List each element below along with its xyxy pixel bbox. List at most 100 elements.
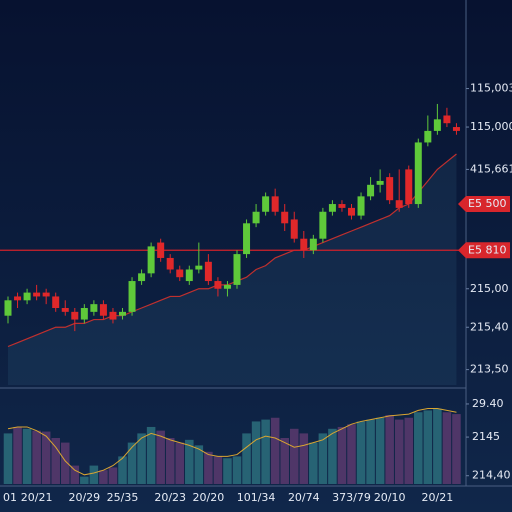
candle-body — [395, 200, 403, 208]
volume-bar — [99, 470, 108, 484]
x-tick-label: 25/35 — [107, 491, 139, 504]
candle-body — [119, 311, 126, 316]
candle-body — [243, 223, 251, 255]
volume-bar — [3, 433, 13, 484]
x-tick-label: 20/20 — [193, 491, 225, 504]
volume-bar — [60, 442, 70, 484]
volume-bar — [394, 419, 404, 484]
volume-bar — [328, 428, 337, 484]
candle-body — [138, 273, 146, 282]
candle-body — [357, 196, 365, 216]
price-tag — [458, 196, 510, 213]
volume-bar — [433, 408, 442, 484]
y-tick-label: 115,000 — [470, 120, 512, 133]
volume-tick-label: 29.40 — [472, 397, 504, 410]
volume-bar — [280, 438, 289, 484]
volume-bar — [242, 433, 251, 484]
volume-bar — [137, 433, 146, 484]
x-tick-label: 20/21 — [21, 491, 53, 504]
volume-bar — [80, 476, 89, 484]
volume-bar — [385, 415, 394, 484]
candle-body — [328, 204, 336, 212]
volume-bar — [13, 426, 22, 484]
candle-body — [223, 284, 231, 289]
volume-bar — [22, 428, 32, 484]
volume-tick-label: 214,40 — [472, 469, 511, 482]
candle-body — [195, 265, 203, 270]
volume-bar — [318, 433, 328, 484]
volume-bar — [127, 442, 137, 484]
volume-bar — [270, 417, 280, 484]
candle-body — [452, 127, 460, 131]
x-tick-label: 20/74 — [288, 491, 320, 504]
volume-bar — [32, 430, 41, 484]
volume-bar — [347, 424, 356, 484]
volume-bar — [299, 433, 309, 484]
candle-body — [414, 142, 422, 205]
candle-body — [23, 292, 31, 301]
candle-body — [204, 261, 212, 282]
volume-bar — [108, 467, 118, 484]
volume-bar — [375, 417, 385, 484]
candle-body — [252, 211, 260, 224]
candle-body — [214, 281, 222, 289]
candle-body — [319, 211, 327, 239]
volume-tick-label: 2145 — [472, 430, 500, 443]
price-tag-label: E5 500 — [468, 197, 506, 210]
volume-bar — [175, 442, 185, 484]
volume-bar — [423, 410, 433, 484]
candle-body — [233, 254, 241, 285]
candle-body — [271, 196, 279, 212]
x-tick-label: 01 — [3, 491, 17, 504]
candle-body — [338, 204, 346, 208]
candle-body — [185, 269, 193, 282]
candle-body — [52, 296, 60, 308]
candle-body — [348, 207, 355, 216]
volume-bar — [356, 421, 366, 484]
candle-body — [90, 304, 98, 312]
candle-body — [443, 115, 451, 124]
ma-area — [8, 154, 457, 385]
candle-body — [99, 304, 107, 316]
y-tick-label: 215,40 — [470, 320, 509, 333]
volume-bar — [414, 412, 423, 484]
price-tag-label: E5 810 — [468, 243, 506, 256]
y-tick-label: 215,00 — [470, 282, 509, 295]
volume-bar — [289, 428, 299, 484]
volume-bar — [70, 465, 80, 484]
candle-body — [290, 219, 298, 239]
volume-bar — [204, 451, 213, 484]
volume-bar — [185, 439, 194, 484]
volume-bar — [51, 438, 60, 484]
volume-bar — [452, 414, 461, 484]
candle-body — [367, 184, 375, 197]
candle-body — [309, 238, 317, 251]
volume-bar — [366, 419, 375, 484]
volume-bar — [223, 458, 232, 484]
volume-bar — [404, 417, 414, 484]
candle-body — [300, 238, 308, 251]
candle-body — [109, 311, 117, 320]
volume-bar — [41, 431, 51, 484]
candle-body — [424, 130, 432, 143]
y-tick-label: 415,661 — [470, 162, 512, 175]
volume-bar — [146, 426, 156, 484]
candle-body — [128, 281, 136, 312]
ma-line — [7, 153, 457, 348]
x-tick-label: 20/21 — [422, 491, 454, 504]
candle-body — [80, 308, 88, 320]
volume-bar — [251, 421, 261, 484]
candle-body — [405, 169, 413, 205]
volume-bar — [213, 456, 223, 484]
volume-bar — [89, 465, 99, 484]
x-tick-label: 20/10 — [374, 491, 406, 504]
volume-bar — [309, 442, 318, 484]
candle-body — [33, 292, 41, 297]
candle-body — [281, 211, 289, 224]
volume-bar — [232, 456, 242, 484]
candle-body — [157, 242, 165, 258]
candle-body — [14, 296, 22, 301]
volume-bar — [156, 430, 165, 484]
candle-body — [386, 177, 394, 201]
